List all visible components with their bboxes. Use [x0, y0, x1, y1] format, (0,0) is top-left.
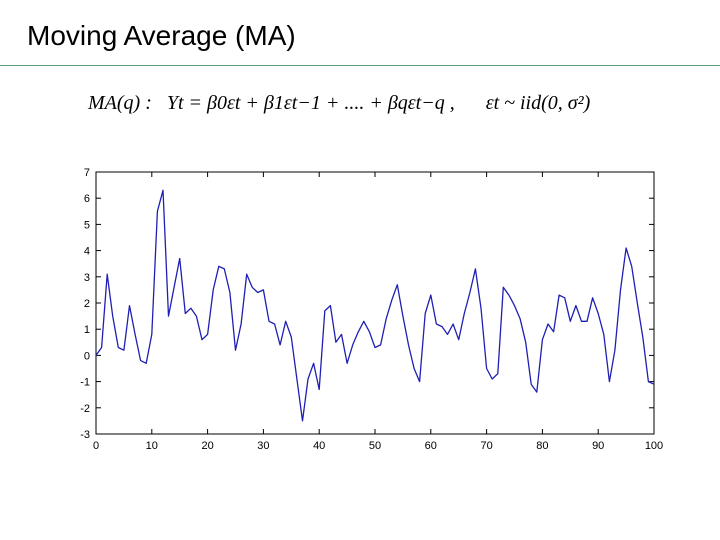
formula-model: Yt = β0εt + β1εt−1 + .... + βqεt−q , [166, 92, 455, 114]
y-tick-label: 1 [84, 324, 90, 336]
x-tick-label: 60 [425, 440, 437, 452]
x-tick-label: 10 [146, 440, 158, 452]
y-tick-label: -2 [80, 403, 90, 415]
x-tick-label: 0 [93, 440, 99, 452]
y-tick-label: 5 [84, 219, 90, 231]
x-tick-label: 20 [201, 440, 213, 452]
series-line [95, 189, 655, 422]
y-tick-label: 0 [84, 350, 90, 362]
y-tick-label: 7 [84, 167, 90, 179]
x-tick-label: 90 [592, 440, 604, 452]
ma-formula: MA(q) : Yt = β0εt + β1εt−1 + .... + βqεt… [88, 92, 590, 115]
y-tick-label: 6 [84, 193, 90, 205]
y-tick-label: -3 [80, 429, 90, 441]
formula-label: MA(q) : [88, 92, 152, 114]
y-tick-label: -1 [80, 377, 90, 389]
x-tick-label: 40 [313, 440, 325, 452]
slide-title: Moving Average (MA) [27, 20, 296, 51]
x-tick-label: 50 [369, 440, 381, 452]
x-tick-label: 80 [536, 440, 548, 452]
y-tick-label: 4 [84, 246, 90, 258]
formula-noise: εt ~ iid(0, σ²) [485, 92, 591, 114]
x-tick-label: 70 [480, 440, 492, 452]
y-tick-label: 2 [84, 298, 90, 310]
plot-frame [95, 171, 655, 435]
x-tick-label: 100 [645, 440, 663, 452]
x-tick-label: 30 [257, 440, 269, 452]
title-divider [0, 65, 720, 66]
y-tick-label: 3 [84, 272, 90, 284]
